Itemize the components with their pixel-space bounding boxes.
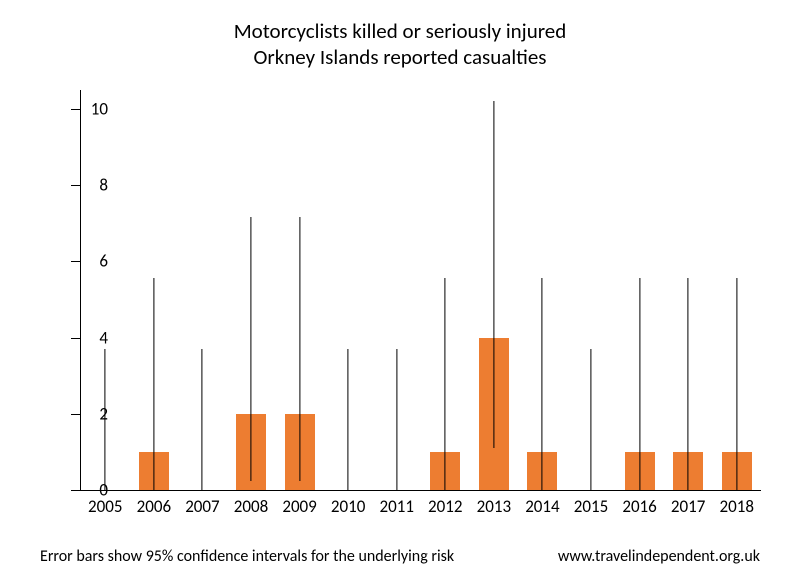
x-category-label: 2017 (671, 496, 705, 517)
y-tick-label: 10 (68, 99, 108, 120)
x-category-label: 2007 (185, 496, 219, 517)
error-bar (639, 278, 640, 490)
x-category-label: 2018 (719, 496, 753, 517)
error-bar (153, 278, 154, 490)
chart-title-line1: Motorcyclists killed or seriously injure… (0, 18, 800, 44)
error-bar (493, 101, 494, 448)
x-category-label: 2010 (331, 496, 365, 517)
y-tick-label: 2 (68, 403, 108, 424)
error-bar (202, 349, 203, 490)
error-bar (299, 217, 300, 481)
plot-area: 2005200620072008200920102011201220132014… (80, 90, 761, 491)
y-tick-label: 0 (68, 480, 108, 501)
error-bar (736, 278, 737, 490)
x-category-label: 2006 (137, 496, 171, 517)
caption-right: www.travelindependent.org.uk (558, 547, 760, 566)
y-tick-label: 4 (68, 327, 108, 348)
x-category-label: 2012 (428, 496, 462, 517)
error-bar (688, 278, 689, 490)
x-category-label: 2013 (477, 496, 511, 517)
x-category-label: 2016 (622, 496, 656, 517)
x-category-label: 2014 (525, 496, 559, 517)
chart-title-line2: Orkney Islands reported casualties (0, 44, 800, 70)
x-category-label: 2015 (574, 496, 608, 517)
error-bar (445, 278, 446, 490)
error-bar (542, 278, 543, 490)
y-tick-label: 6 (68, 251, 108, 272)
error-bar (396, 349, 397, 490)
y-tick-label: 8 (68, 175, 108, 196)
x-category-label: 2011 (379, 496, 413, 517)
error-bar (348, 349, 349, 490)
x-category-label: 2008 (234, 496, 268, 517)
error-bar (590, 349, 591, 490)
x-category-label: 2009 (282, 496, 316, 517)
chart-container: Motorcyclists killed or seriously injure… (0, 0, 800, 580)
caption-left: Error bars show 95% confidence intervals… (40, 547, 454, 566)
error-bar (250, 217, 251, 481)
